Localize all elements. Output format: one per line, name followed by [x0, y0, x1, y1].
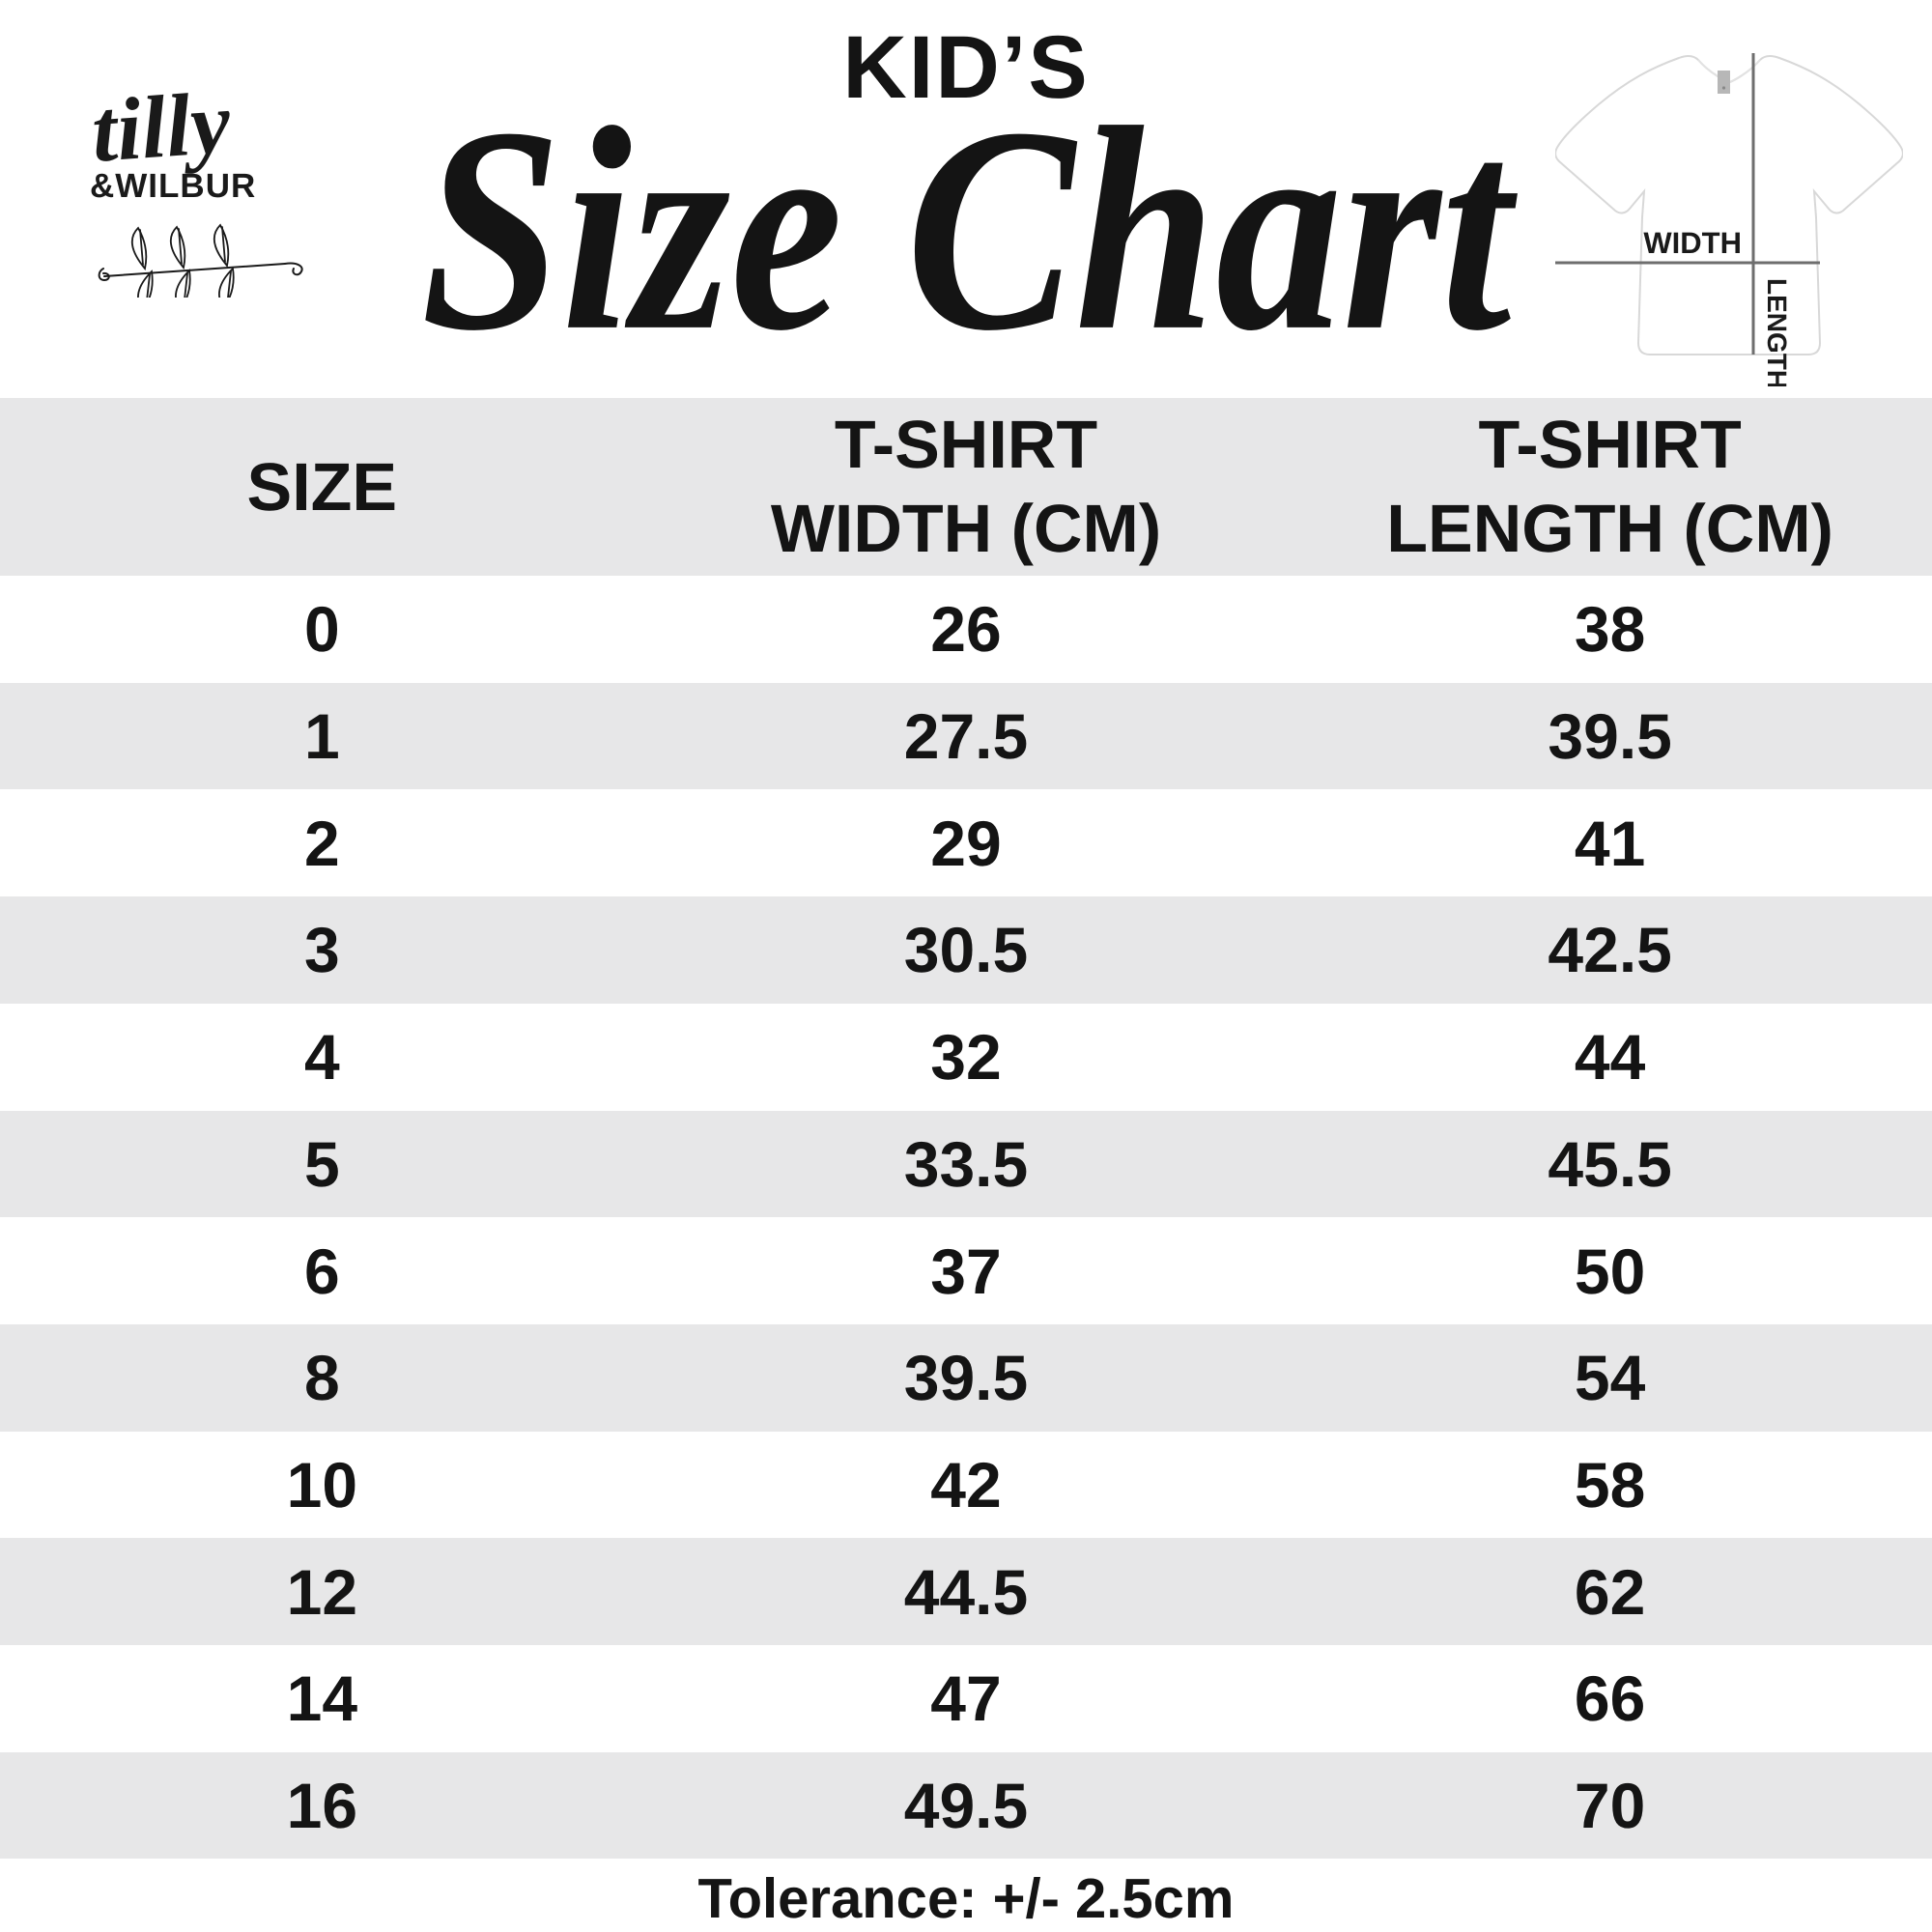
svg-text:WIDTH: WIDTH	[1643, 226, 1742, 260]
svg-text:LENGTH: LENGTH	[1762, 278, 1792, 386]
